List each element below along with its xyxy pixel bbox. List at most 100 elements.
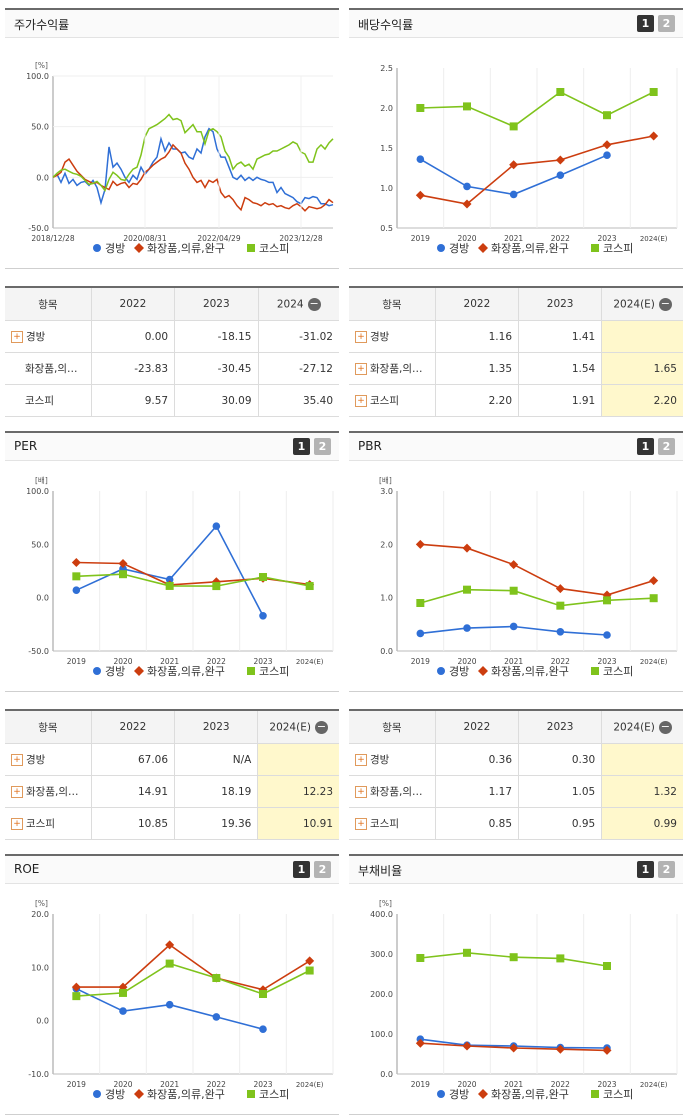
data-point — [72, 586, 81, 594]
roe-chart: [%] 20.0 10.0 0.0 -10.0 2019 2020 2021 2022 2023 2… — [28, 899, 334, 1101]
row-label-text: 경방 — [370, 331, 390, 343]
expand-icon[interactable]: + — [355, 331, 367, 343]
expand-icon[interactable]: + — [355, 754, 367, 766]
page-2-button[interactable]: 2 — [658, 861, 675, 878]
series-line-1 — [76, 943, 311, 991]
data-point — [556, 628, 565, 636]
legend-label: 경방 — [449, 1088, 469, 1101]
y-tick-label: 2.0 — [380, 104, 393, 113]
page-2-button[interactable]: 2 — [658, 15, 675, 32]
row-label[interactable]: + 화장품,의… — [349, 352, 436, 385]
page-1-button[interactable]: 1 — [637, 861, 654, 878]
x-tick-label: 2023 — [253, 657, 272, 666]
page-1-button[interactable]: 1 — [637, 15, 654, 32]
expand-icon[interactable]: + — [11, 786, 23, 798]
stock-return-panel: 주가수익률 [%] 100.0 50.0 0.0 -50.0 경방 화장품,의류,완구 코스피… — [5, 8, 339, 269]
row-label[interactable]: + 경방 — [5, 320, 92, 353]
expand-icon[interactable]: + — [11, 818, 23, 830]
cell: 0.99 — [601, 807, 683, 840]
stock-return-table: 항목 2022 2023 2024− + 경방 0.00 -18.15 -31.0… — [5, 286, 339, 417]
x-tick-label: 2022 — [207, 657, 226, 666]
collapse-icon[interactable]: − — [658, 719, 672, 734]
cell — [601, 743, 683, 776]
cell — [257, 743, 339, 776]
page-1-button[interactable]: 1 — [293, 861, 310, 878]
data-point — [165, 959, 174, 968]
row-label[interactable]: + 경방 — [349, 320, 436, 353]
series-line-2 — [76, 573, 310, 587]
x-tick-label: 2021 — [504, 234, 523, 243]
cell: 1.54 — [518, 352, 603, 385]
cell: 35.40 — [257, 384, 339, 417]
legend-label: 경방 — [449, 665, 469, 678]
page-2-button[interactable]: 2 — [314, 438, 331, 455]
x-tick-label: 2019 — [411, 234, 430, 243]
data-point — [509, 953, 518, 962]
dividend-table: 항목 2022 2023 2024(E) − + 경방 1.16 1.41 + 화장품… — [349, 286, 683, 417]
col-header: 2022 — [434, 286, 520, 321]
data-point — [509, 160, 519, 170]
cell: 14.91 — [90, 775, 176, 808]
data-point — [305, 582, 314, 591]
row-label[interactable]: + 코스피 — [5, 807, 92, 840]
collapse-icon[interactable]: − — [314, 719, 328, 734]
row-label[interactable]: + 코스피 — [349, 384, 436, 417]
legend-marker — [247, 667, 255, 675]
row-label[interactable]: + 화장품,의… — [349, 775, 436, 808]
col-header: 2022 — [90, 709, 176, 744]
row-label[interactable]: + 코스피 — [349, 807, 436, 840]
row-label-text: 코스피 — [370, 395, 399, 407]
x-tick-label: 2020 — [457, 657, 476, 666]
collapse-icon[interactable]: − — [307, 296, 321, 311]
x-tick-label: 2023 — [597, 657, 616, 666]
legend-label: 경방 — [105, 1088, 125, 1101]
legend-label: 코스피 — [259, 242, 289, 255]
table-row: 코스피 9.57 30.09 35.40 — [5, 384, 339, 417]
expand-icon[interactable]: + — [355, 363, 367, 375]
y-tick-label: 1.5 — [380, 144, 393, 153]
collapse-icon[interactable]: − — [658, 296, 672, 311]
data-point — [509, 1043, 519, 1053]
series-line-1 — [52, 143, 334, 212]
page-2-button[interactable]: 2 — [658, 438, 675, 455]
row-label[interactable]: + 화장품,의… — [5, 775, 92, 808]
legend-marker — [134, 666, 144, 676]
legend-marker — [93, 667, 101, 675]
page-1-button[interactable]: 1 — [293, 438, 310, 455]
data-point — [463, 102, 471, 111]
row-label[interactable]: + 경방 — [5, 743, 92, 776]
cell: 1.91 — [518, 384, 603, 417]
dividend-panel: 배당수익률 1 2 2.5 2.0 1.5 1.0 0.5 2019 2020 2021 202… — [349, 8, 683, 269]
table-row: + 코스피 10.85 19.36 10.91 — [5, 807, 339, 840]
y-tick-label: 2.5 — [380, 64, 393, 73]
legend-label: 화장품,의류,완구 — [491, 242, 569, 255]
expand-icon[interactable]: + — [355, 786, 367, 798]
row-label-text: 경방 — [26, 754, 46, 766]
x-tick-label: 2024(E) — [640, 658, 668, 666]
table-row: + 코스피 0.85 0.95 0.99 — [349, 807, 683, 840]
expand-icon[interactable]: + — [11, 754, 23, 766]
unit-label: [배] — [379, 476, 392, 485]
data-point — [118, 559, 128, 569]
x-tick-label: 2023 — [597, 1080, 616, 1089]
page-2-button[interactable]: 2 — [314, 861, 331, 878]
legend-label: 화장품,의류,완구 — [147, 242, 225, 255]
cell: 1.32 — [601, 775, 683, 808]
expand-icon[interactable]: + — [11, 331, 23, 343]
data-point — [305, 956, 315, 966]
expand-icon[interactable]: + — [355, 395, 367, 407]
data-point — [119, 570, 127, 579]
row-label[interactable]: + 경방 — [349, 743, 436, 776]
panel-header: PBR 1 2 — [349, 433, 683, 461]
expand-icon[interactable]: + — [355, 818, 367, 830]
panel-title: 부채비율 — [358, 864, 403, 878]
dividend-chart: 2.5 2.0 1.5 1.0 0.5 2019 2020 2021 2022 2023 2024(… — [380, 64, 678, 255]
col-header: 2024− — [257, 286, 339, 321]
legend-marker — [437, 244, 445, 252]
col-header: 2024(E) − — [601, 286, 683, 321]
page-1-button[interactable]: 1 — [637, 438, 654, 455]
data-point — [602, 140, 612, 150]
cell: 0.30 — [518, 743, 603, 776]
data-point — [119, 1007, 127, 1015]
legend-marker — [247, 1090, 255, 1098]
